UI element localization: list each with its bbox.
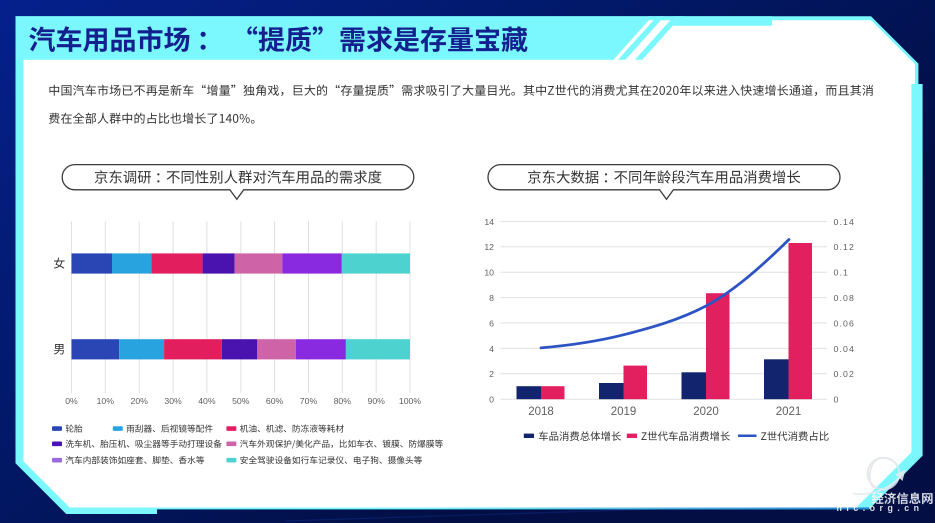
- svg-text:0: 0: [834, 395, 840, 405]
- svg-text:6: 6: [489, 318, 494, 328]
- svg-text:70%: 70%: [300, 396, 318, 406]
- svg-text:0.1: 0.1: [834, 268, 850, 278]
- svg-text:2: 2: [489, 369, 494, 379]
- svg-text:8: 8: [489, 293, 494, 303]
- svg-text:4: 4: [489, 344, 494, 354]
- svg-text:2021: 2021: [776, 406, 802, 418]
- svg-text:nic.org.cn: nic.org.cn: [837, 503, 924, 513]
- svg-text:10: 10: [484, 268, 494, 278]
- svg-text:0.02: 0.02: [834, 369, 856, 379]
- svg-text:90%: 90%: [368, 396, 386, 406]
- svg-text:0%: 0%: [65, 396, 78, 406]
- svg-text:30%: 30%: [164, 396, 182, 406]
- svg-text:10%: 10%: [97, 396, 115, 406]
- svg-text:2018: 2018: [528, 406, 554, 418]
- svg-text:2019: 2019: [611, 406, 637, 418]
- svg-text:0: 0: [489, 395, 494, 405]
- svg-text:0.14: 0.14: [834, 217, 856, 227]
- svg-text:0.12: 0.12: [834, 242, 856, 252]
- svg-text:2020: 2020: [693, 406, 719, 418]
- svg-text:0.04: 0.04: [834, 344, 856, 354]
- svg-text:20%: 20%: [131, 396, 149, 406]
- svg-text:0.08: 0.08: [834, 293, 856, 303]
- svg-text:100%: 100%: [399, 396, 421, 406]
- svg-text:40%: 40%: [198, 396, 216, 406]
- svg-text:80%: 80%: [334, 396, 352, 406]
- svg-text:12: 12: [484, 242, 494, 252]
- svg-text:60%: 60%: [266, 396, 284, 406]
- svg-text:50%: 50%: [232, 396, 250, 406]
- svg-text:0.06: 0.06: [834, 318, 856, 328]
- svg-text:14: 14: [484, 217, 494, 227]
